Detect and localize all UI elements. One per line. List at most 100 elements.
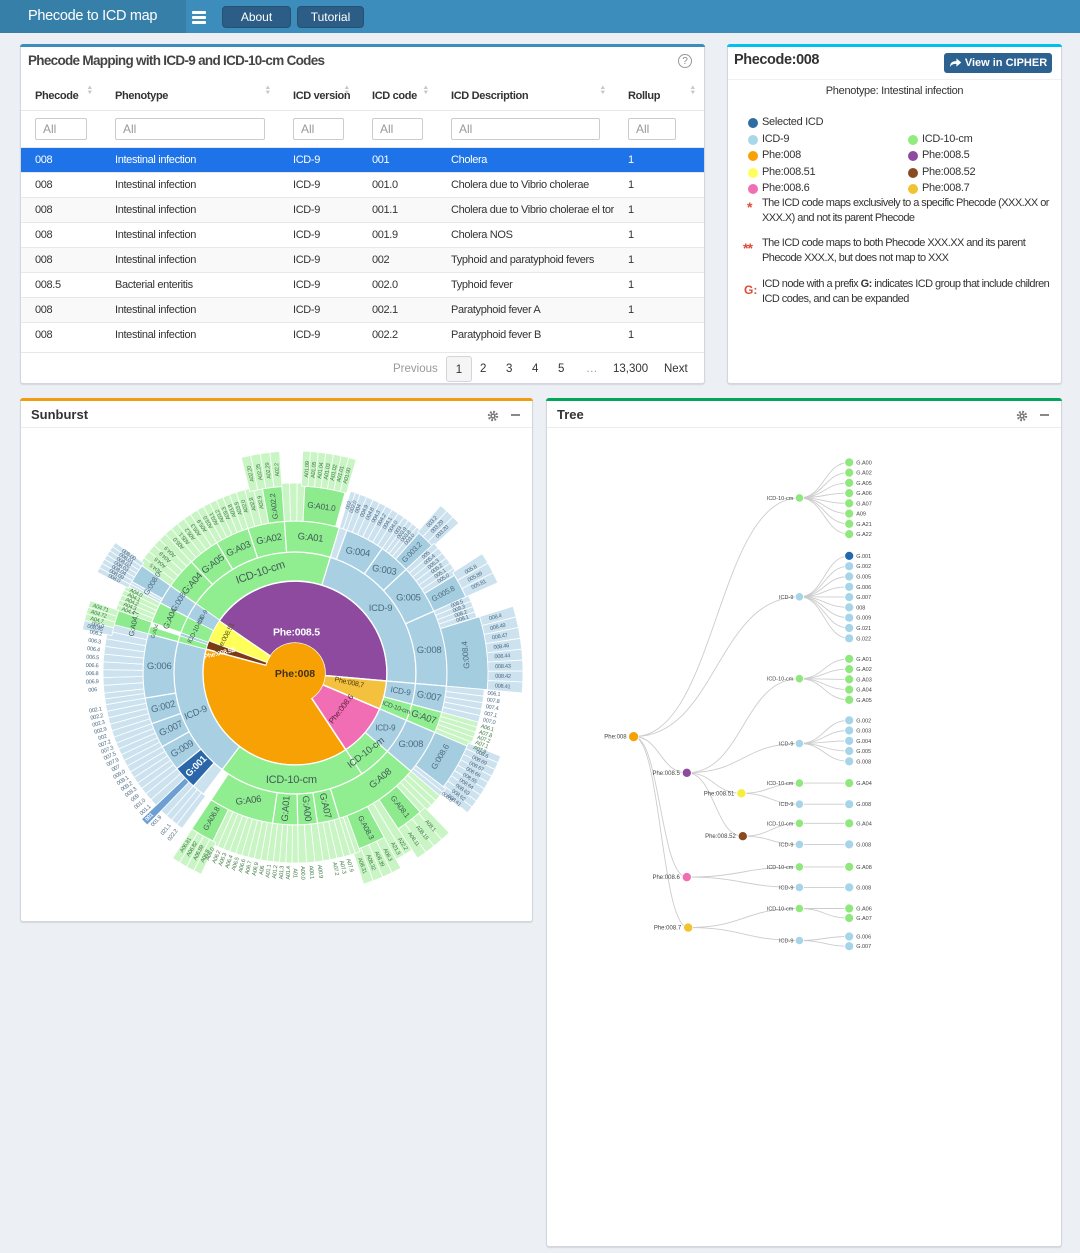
svg-text:009.1: 009.1 [116,775,130,787]
svg-text:A08.31: A08.31 [356,857,367,874]
svg-text:ICD-9: ICD-9 [375,724,396,733]
svg-text:G.005: G.005 [856,749,871,755]
svg-text:ICD-9: ICD-9 [369,603,393,614]
svg-text:A00.9: A00.9 [316,864,324,878]
svg-text:A01.02: A01.02 [330,464,339,481]
svg-text:G.A02: G.A02 [856,667,872,673]
svg-text:G:A01: G:A01 [297,531,324,545]
svg-text:006.6: 006.6 [86,663,99,669]
svg-text:A06.9: A06.9 [252,862,261,876]
svg-text:A01.03: A01.03 [324,463,333,480]
svg-text:G.A22: G.A22 [856,532,872,538]
svg-text:A07.1: A07.1 [474,740,489,750]
svg-text:G.002: G.002 [856,718,871,724]
svg-text:A04.72: A04.72 [90,609,107,619]
svg-text:A04.3: A04.3 [122,602,137,613]
svg-text:A06.1: A06.1 [480,724,495,733]
svg-text:005.8: 005.8 [464,564,478,576]
svg-text:004.2: 004.2 [376,513,388,527]
svg-text:008.41: 008.41 [495,683,511,690]
svg-text:G:005: G:005 [396,592,421,603]
svg-text:008.5: 008.5 [450,599,464,610]
svg-text:G:004: G:004 [345,545,371,559]
svg-text:A04.71: A04.71 [92,603,109,614]
svg-text:A03.8: A03.8 [228,503,238,518]
svg-text:G.008: G.008 [856,802,871,808]
svg-text:Phe:008: Phe:008 [604,735,627,741]
svg-text:A06: A06 [259,865,266,875]
svg-text:008.43: 008.43 [495,664,511,670]
svg-text:A02.9: A02.9 [257,495,266,509]
svg-text:G:A01: G:A01 [280,796,293,822]
svg-text:G.A04: G.A04 [856,781,872,787]
svg-text:A04.0: A04.0 [128,588,143,599]
svg-text:002: 002 [98,734,108,742]
svg-text:G.A06: G.A06 [856,907,872,913]
svg-text:Phe:008.51: Phe:008.51 [704,791,735,797]
svg-text:A01.1: A01.1 [265,864,273,878]
svg-text:G:008: G:008 [417,645,442,656]
svg-text:007.0: 007.0 [482,717,496,726]
svg-text:A07.3: A07.3 [338,860,347,875]
svg-text:006.9: 006.9 [86,679,99,686]
svg-text:ICD-9: ICD-9 [779,939,793,945]
svg-text:008.6: 008.6 [475,749,489,760]
svg-text:003: 003 [393,525,403,536]
svg-text:G.008: G.008 [856,842,871,848]
svg-text:ICD-9: ICD-9 [779,595,793,601]
svg-text:008: 008 [856,605,865,611]
svg-text:002.2: 002.2 [90,713,104,722]
svg-text:004.8: 004.8 [365,507,376,521]
svg-text:ICD-9: ICD-9 [779,802,793,808]
svg-text:G:008: G:008 [398,739,423,750]
svg-text:G:003: G:003 [371,563,397,578]
svg-text:ICD-10-cm: ICD-10-cm [767,781,794,787]
svg-text:008.45: 008.45 [87,624,104,633]
svg-text:008.42: 008.42 [495,674,511,680]
svg-text:G.002: G.002 [856,564,871,570]
svg-text:G.A02: G.A02 [856,471,872,477]
svg-text:A09: A09 [856,512,866,518]
svg-text:A04.2: A04.2 [124,597,139,608]
svg-text:A06.3: A06.3 [218,852,228,867]
svg-text:Phe:008.5: Phe:008.5 [652,771,680,777]
svg-text:Phe:008: Phe:008 [275,668,315,680]
svg-text:A03.0: A03.0 [203,515,215,530]
svg-text:G.A06: G.A06 [856,491,872,497]
svg-text:G.A08: G.A08 [856,865,872,871]
svg-text:ICD-10-cm: ICD-10-cm [767,907,794,913]
svg-text:007.9: 007.9 [106,757,120,768]
svg-text:G:A01.0: G:A01.0 [307,500,337,513]
svg-text:A07.2: A07.2 [331,862,340,876]
svg-text:G.A21: G.A21 [856,522,872,528]
svg-text:002.9: 002.9 [94,726,108,735]
svg-text:G:007: G:007 [416,689,442,704]
svg-text:008.44: 008.44 [494,653,510,660]
svg-text:Phe:008.5: Phe:008.5 [273,626,320,638]
svg-text:A04.4: A04.4 [121,607,136,617]
svg-text:G.A05: G.A05 [856,481,872,487]
svg-text:A02.29: A02.29 [265,462,273,479]
svg-text:A07.2: A07.2 [476,735,491,745]
svg-text:G.A05: G.A05 [856,698,872,704]
svg-text:Phe:008.7: Phe:008.7 [654,926,682,932]
svg-text:G:A00: G:A00 [300,795,314,822]
svg-text:009.0: 009.0 [112,769,126,781]
svg-text:A01.2: A01.2 [272,865,279,879]
svg-text:A06.8: A06.8 [200,849,211,864]
svg-text:004: 004 [354,504,363,514]
svg-text:A03.3: A03.3 [221,506,232,521]
svg-text:A01.09: A01.09 [304,461,311,478]
svg-text:G.A01: G.A01 [856,657,872,663]
svg-text:A06.0: A06.0 [205,847,216,862]
svg-text:A06.4: A06.4 [225,855,235,870]
svg-text:G.007: G.007 [856,944,871,950]
svg-text:002.1: 002.1 [89,706,103,714]
svg-text:A06.6: A06.6 [238,859,247,874]
svg-text:G.005: G.005 [856,575,871,581]
svg-text:009: 009 [130,793,141,803]
svg-text:A01.3: A01.3 [279,866,286,880]
svg-text:006.5: 006.5 [86,654,99,661]
svg-text:A04.7: A04.7 [90,616,105,625]
svg-text:006.8: 006.8 [86,671,99,677]
